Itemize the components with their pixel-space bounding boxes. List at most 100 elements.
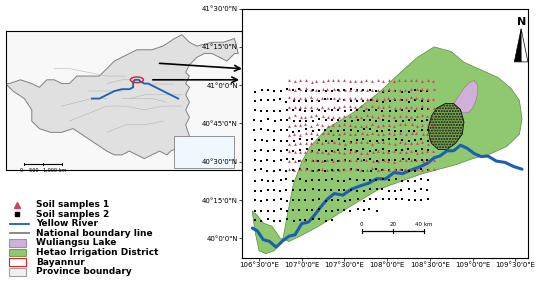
Point [372,208,381,213]
Point [390,106,399,110]
Point [334,178,343,183]
Point [390,149,399,153]
Point [384,188,393,193]
Point [307,131,316,135]
Point [401,88,410,92]
Point [290,149,299,154]
Point [317,95,326,100]
Point [417,140,426,144]
Point [290,88,299,92]
Point [405,157,414,162]
Point [335,167,344,172]
Point [379,118,388,123]
Point [283,157,292,161]
Point [327,177,336,181]
Point [288,168,297,173]
Point [392,137,400,142]
Point [324,77,333,82]
Point [346,87,355,92]
Point [362,158,371,162]
Point [357,131,366,136]
Point [309,216,317,221]
Point [328,149,337,154]
Point [401,104,410,109]
Point [411,169,420,173]
Point [315,197,323,202]
Point [351,96,360,100]
Point [353,189,361,193]
Point [314,107,323,112]
Point [334,77,343,82]
Point [289,88,298,92]
Point [378,132,387,137]
Point [340,139,349,144]
Point [295,218,304,222]
Point [429,97,438,101]
Point [334,88,343,92]
Point [317,123,326,127]
Point [372,159,381,164]
Point [412,131,421,135]
Point [372,88,381,93]
Point [416,167,425,171]
Point [391,177,400,182]
Point [353,157,362,162]
Point [307,137,316,141]
Point [423,188,432,193]
Point [324,123,333,128]
Point [417,113,426,118]
Point [334,87,343,92]
Point [373,149,382,154]
Text: Yellow River: Yellow River [36,219,98,228]
Point [327,158,336,162]
Point [282,87,291,92]
Point [423,113,432,118]
Text: Province boundary: Province boundary [36,267,132,276]
Point [390,129,399,134]
Point [353,137,361,142]
Point [301,122,310,126]
Point [302,138,311,142]
Point [411,149,420,154]
Bar [9,239,26,247]
Point [257,148,266,152]
Point [282,187,291,192]
Point [404,99,413,104]
Point [401,78,410,83]
Point [306,124,315,128]
Point [368,150,377,154]
Point [353,118,362,123]
Point [335,132,344,137]
Point [251,198,260,202]
Point [312,150,321,155]
Point [288,148,297,153]
Point [359,169,368,173]
Point [357,140,366,145]
Point [318,114,327,118]
Point [250,107,259,112]
Point [360,188,368,193]
Point [345,96,354,100]
Point [429,167,438,171]
Point [321,117,330,122]
Point [264,187,273,192]
Point [308,159,317,164]
Point [318,87,327,92]
Point [353,99,361,103]
Point [290,141,299,146]
Point [429,158,438,163]
Point [359,98,367,103]
Point [379,140,388,144]
Point [314,127,323,132]
Point [395,78,404,83]
Point [313,131,322,136]
Point [346,87,355,92]
Point [360,108,368,113]
Point [406,158,415,163]
Point [384,87,393,91]
Point [335,141,344,146]
Point [307,114,316,118]
Point [329,87,338,91]
Point [412,78,421,82]
Point [285,87,294,91]
